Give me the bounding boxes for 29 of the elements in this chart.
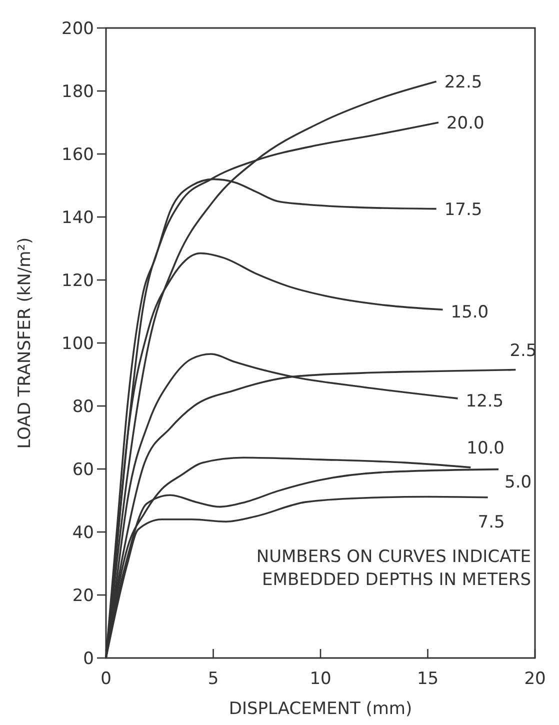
- y-tick-label: 0: [83, 648, 94, 669]
- y-tick-label: 80: [72, 396, 94, 417]
- series-label: 10.0: [466, 438, 505, 458]
- series-label: 15.0: [450, 302, 489, 323]
- x-tick-label: 15: [416, 669, 439, 689]
- series-label: 20.0: [446, 114, 484, 134]
- x-tick-label: 10: [310, 669, 332, 689]
- series-label: 12.5: [466, 391, 504, 412]
- series-label: 22.5: [444, 72, 482, 93]
- annotation: NUMBERS ON CURVES INDICATE: [256, 547, 531, 567]
- y-tick-label: 200: [62, 18, 94, 39]
- y-tick-label: 60: [72, 460, 94, 480]
- y-tick-label: 120: [62, 270, 94, 291]
- y-tick-label: 180: [62, 82, 94, 102]
- y-tick-label: 40: [72, 522, 94, 543]
- x-tick-label: 0: [100, 669, 112, 689]
- series-label: 5.0: [504, 472, 532, 492]
- y-tick-label: 160: [62, 144, 94, 165]
- y-tick-label: 20: [72, 586, 94, 606]
- series-label: 7.5: [478, 512, 505, 532]
- x-tick-label: 20: [524, 669, 546, 689]
- y-tick-label: 140: [62, 208, 94, 228]
- y-axis-title: LOAD TRANSFER (kN/m²): [15, 237, 35, 449]
- y-tick-label: 100: [62, 334, 94, 354]
- x-tick-label: 5: [208, 669, 219, 689]
- annotation: EMBEDDED DEPTHS IN METERS: [262, 570, 531, 590]
- series-label: 17.5: [444, 200, 482, 220]
- series-label: 2.5: [510, 340, 537, 361]
- x-axis-title: DISPLACEMENT (mm): [228, 699, 412, 719]
